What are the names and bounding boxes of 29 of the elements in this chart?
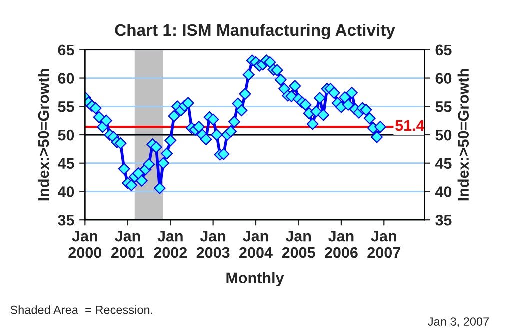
y2-tick-label: 55	[436, 102, 452, 112]
y2-tick-label: 40	[435, 186, 452, 198]
x-tick-label: Jan 2006	[325, 231, 358, 258]
y2-tick-label: 45	[435, 158, 452, 170]
x-tick-label: Jan 2002	[154, 231, 188, 258]
y2-tick-label: 35	[436, 214, 452, 226]
y2-tick-label: 65	[436, 44, 452, 56]
y-tick-label: 55	[58, 102, 74, 112]
chart-title: Chart 1: ISM Manufacturing Activity	[115, 24, 396, 40]
y-tick-label: 45	[58, 158, 74, 170]
x-tick-label: Jan 2004	[240, 231, 273, 258]
y2-tick-label: 50	[436, 130, 452, 141]
x-tick-label: Jan 2005	[282, 231, 316, 258]
y-tick-label: 65	[58, 44, 74, 56]
y-tick-label: 60	[58, 73, 74, 84]
x-axis-title: Monthly	[226, 272, 284, 287]
y2-axis-title: Index:>50=Growth	[458, 69, 470, 201]
text: Jan 3, 2007	[428, 318, 490, 328]
y-axis-title: Index:>50=Growth	[38, 69, 50, 201]
x-tick-label: Jan 2007	[368, 231, 400, 258]
ref-line-label: 51.4	[396, 120, 425, 132]
text: Shaded Area = Recession.	[10, 306, 153, 314]
x-tick-label: Jan 2003	[196, 231, 230, 258]
x-tick-label: Jan 2000	[68, 231, 102, 258]
x-tick-label: Jan 2001	[112, 231, 145, 258]
y2-tick-label: 60	[436, 73, 452, 84]
y-tick-label: 35	[58, 214, 74, 226]
y-tick-label: 40	[58, 186, 74, 198]
y-tick-label: 50	[58, 130, 74, 141]
